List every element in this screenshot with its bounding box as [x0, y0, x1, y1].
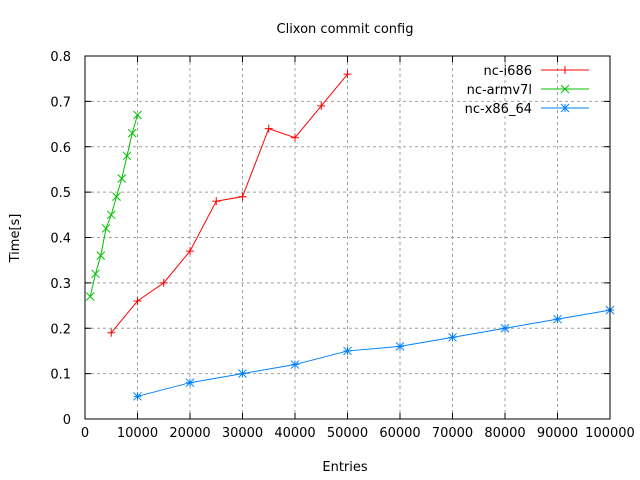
data-point-nc-armv7l: [101, 224, 111, 233]
x-tick-label: 50000: [327, 426, 368, 441]
x-tick-label: 80000: [484, 426, 525, 441]
chart-title: Clixon commit config: [277, 22, 414, 37]
data-point-nc-x86-64: [500, 323, 510, 333]
y-axis-label: Time[s]: [8, 214, 23, 264]
legend-label-nc-i686: nc-i686: [483, 64, 532, 79]
y-tick-label: 0.5: [50, 186, 71, 201]
legend-label-nc-x86-64: nc-x86_64: [465, 102, 532, 117]
data-point-nc-armv7l: [117, 174, 127, 183]
x-tick-label: 20000: [169, 426, 210, 441]
data-point-nc-i686: [264, 124, 273, 133]
y-tick-label: 0.6: [50, 141, 71, 156]
data-point-nc-armv7l: [91, 269, 100, 279]
data-point-nc-i686: [343, 70, 352, 79]
data-point-nc-x86-64: [133, 391, 142, 401]
marker-stroke: [448, 332, 457, 342]
marker-stroke: [133, 391, 142, 401]
marker-stroke: [106, 210, 116, 220]
y-tick-label: 0: [63, 413, 71, 428]
marker-stroke: [127, 128, 137, 138]
y-tick-label: 0.2: [50, 322, 71, 337]
series-nc-armv7l: [85, 110, 142, 301]
marker-stroke: [112, 192, 121, 202]
data-point-nc-armv7l: [133, 110, 142, 120]
marker-stroke: [122, 151, 132, 161]
marker-stroke: [553, 314, 562, 324]
x-axis-label: Entries: [322, 460, 368, 475]
data-point-nc-armv7l: [112, 192, 121, 202]
series-nc-x86-64: [133, 305, 615, 401]
data-point-nc-x86-64: [395, 342, 405, 351]
marker-stroke: [91, 269, 100, 279]
data-point-nc-i686: [107, 328, 116, 337]
legend: nc-i686 nc-armv7l nc-x86_64: [465, 64, 589, 117]
series-line-nc-x86-64: [137, 309, 611, 397]
series-line-nc-armv7l: [89, 114, 138, 297]
grid: [85, 56, 610, 419]
data-point-nc-x86-64: [238, 369, 247, 378]
marker-stroke: [185, 378, 195, 388]
marker-stroke: [560, 84, 570, 94]
marker-stroke: [395, 342, 405, 351]
marker-stroke: [133, 110, 142, 120]
marker-stroke: [101, 224, 111, 233]
data-point-nc-i686: [186, 247, 194, 256]
x-tick-label: 60000: [379, 426, 420, 441]
x-tick-label: 40000: [274, 426, 315, 441]
data-point-nc-i686: [159, 278, 168, 287]
data-point-nc-armv7l: [85, 292, 95, 301]
x-tick-label: 90000: [537, 426, 578, 441]
data-point-nc-x86-64: [290, 360, 300, 369]
marker-stroke: [290, 360, 300, 369]
data-point-nc-armv7l: [106, 210, 116, 220]
data-point-nc-i686: [317, 101, 326, 110]
data-point-nc-i686: [291, 133, 299, 142]
data-point-nc-x86-64: [343, 346, 352, 356]
marker-stroke: [238, 369, 247, 378]
legend-marker-nc-x86-64: [560, 103, 570, 113]
plot-border: [84, 55, 611, 420]
series-line-nc-i686: [110, 73, 348, 334]
series-nc-i686: [107, 70, 352, 337]
x-tick-label: 70000: [432, 426, 473, 441]
data-point-nc-x86-64: [185, 378, 195, 388]
x-tick-label: 30000: [222, 426, 263, 441]
x-tick-label: 0: [81, 426, 89, 441]
marker-stroke: [500, 323, 510, 333]
ticks: 0 10000 20000 30000 40000 50000 60000 70000 8000…: [50, 50, 635, 441]
y-tick-label: 0.7: [50, 95, 71, 110]
legend-marker-nc-i686: [561, 66, 569, 74]
x-tick-label: 100000: [585, 426, 635, 441]
y-tick-label: 0.8: [50, 50, 71, 65]
legend-marker-nc-armv7l: [560, 84, 570, 94]
data-point-nc-x86-64: [553, 314, 562, 324]
marker-stroke: [560, 103, 570, 113]
marker-stroke: [117, 174, 127, 183]
marker-stroke: [85, 292, 95, 301]
data-point-nc-i686: [133, 297, 142, 306]
data-point-nc-i686: [238, 192, 247, 201]
data-point-nc-armv7l: [127, 128, 137, 138]
series: [85, 70, 615, 401]
data-point-nc-i686: [212, 197, 221, 206]
legend-label-nc-armv7l: nc-armv7l: [467, 83, 532, 98]
data-point-nc-armv7l: [122, 151, 132, 161]
marker-stroke: [343, 346, 352, 356]
x-tick-label: 10000: [117, 426, 158, 441]
y-tick-label: 0.4: [50, 232, 71, 247]
y-tick-label: 0.3: [50, 277, 71, 292]
data-point-nc-armv7l: [96, 251, 106, 261]
marker-stroke: [96, 251, 106, 261]
y-tick-label: 0.1: [50, 368, 71, 383]
data-point-nc-x86-64: [448, 332, 457, 342]
